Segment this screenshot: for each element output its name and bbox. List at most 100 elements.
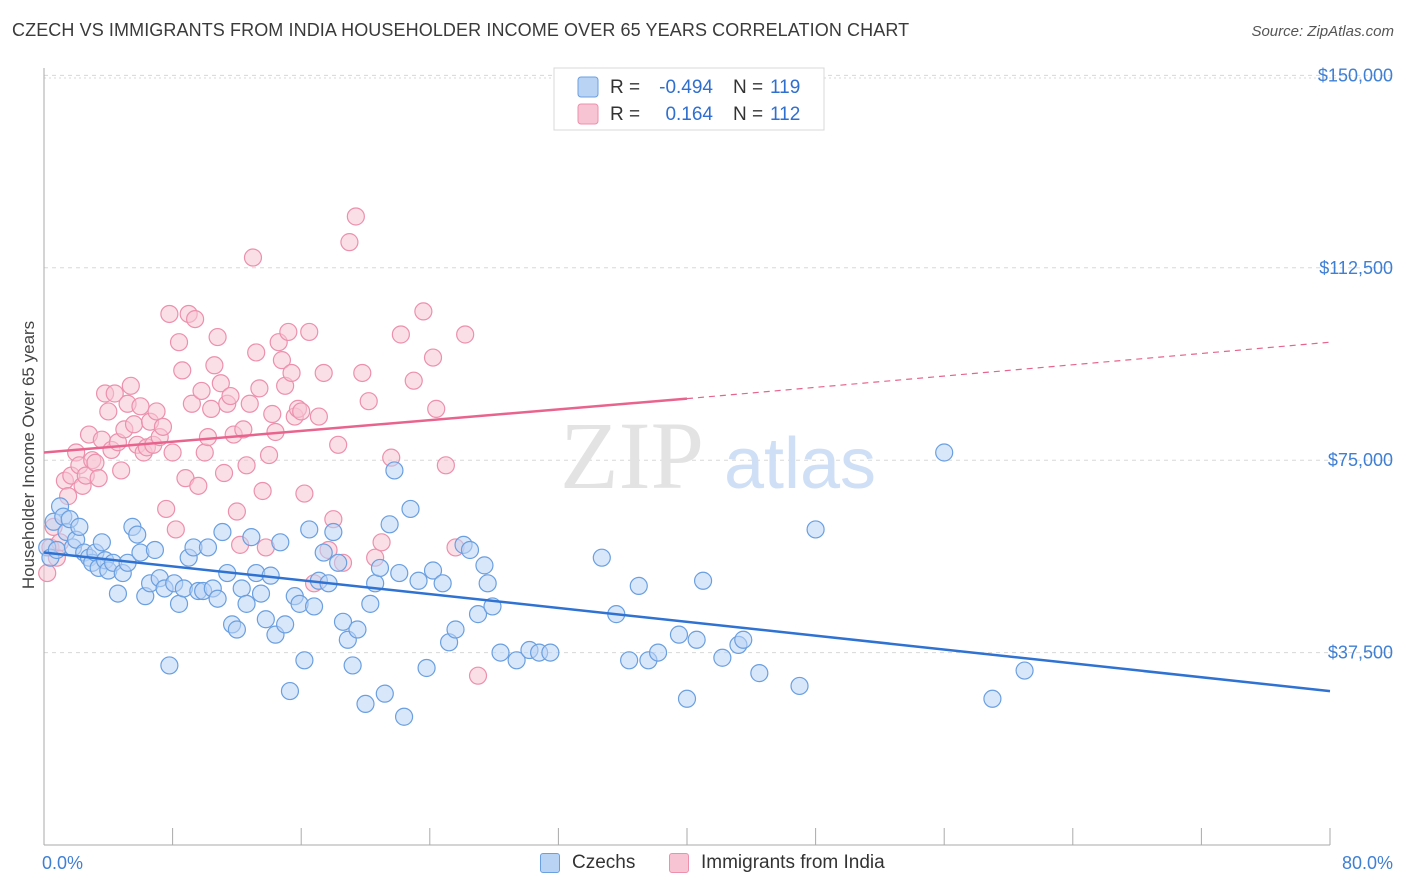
india-point xyxy=(247,343,266,362)
czechs-point xyxy=(370,558,390,578)
czechs-point xyxy=(237,594,256,613)
czechs-point xyxy=(160,656,179,675)
czechs-point xyxy=(145,540,165,560)
india-point xyxy=(329,435,348,454)
india-point xyxy=(182,394,201,413)
czechs-point xyxy=(92,533,111,552)
y-tick-labels: $37,500 $75,000 $112,500 $150,000 xyxy=(1318,65,1393,662)
czechs-point xyxy=(251,584,271,603)
chart-title: CZECH VS IMMIGRANTS FROM INDIA HOUSEHOLD… xyxy=(12,20,910,40)
india-point xyxy=(404,371,423,390)
legend-label-india: Immigrants from India xyxy=(701,852,885,873)
india-point xyxy=(189,476,208,495)
india-point xyxy=(295,484,314,503)
czechs-point xyxy=(460,540,480,560)
czechs-point xyxy=(280,681,300,701)
india-point xyxy=(186,310,205,329)
czechs-point xyxy=(169,594,189,613)
india-point xyxy=(124,415,144,434)
india-point xyxy=(292,402,311,421)
czechs-point xyxy=(380,515,399,534)
czechs-point xyxy=(790,676,809,696)
trend-lines xyxy=(43,341,1331,693)
india-point xyxy=(340,233,359,252)
india-point xyxy=(391,325,410,344)
india-point xyxy=(456,325,475,344)
czechs-point xyxy=(713,648,732,667)
legend-box xyxy=(553,67,825,131)
india-point xyxy=(89,469,108,488)
india-point xyxy=(353,363,372,383)
source-label: Source: ZipAtlas.com xyxy=(1251,23,1394,40)
india-point xyxy=(147,402,166,421)
czechs-point xyxy=(417,658,436,678)
czechs-point xyxy=(433,574,452,593)
czechs-point xyxy=(734,630,753,649)
legend-r-value-czechs: -0.494 xyxy=(659,77,713,98)
czechs-point xyxy=(687,630,706,649)
india-point xyxy=(436,456,455,475)
czechs-point xyxy=(677,689,697,708)
czechs-point xyxy=(213,522,232,542)
india-point xyxy=(166,520,185,539)
czechs-point xyxy=(227,620,246,639)
india-point xyxy=(237,456,256,475)
legend-item-india[interactable]: Immigrants from India xyxy=(669,852,885,874)
india-point xyxy=(211,374,230,393)
czechs-point xyxy=(324,522,343,542)
legend-r-value-india: 0.164 xyxy=(665,104,713,125)
india-point xyxy=(272,351,292,370)
india-point xyxy=(346,207,365,226)
watermark: ZIP atlas xyxy=(560,402,876,509)
czechs-point xyxy=(935,443,954,462)
czechs-point xyxy=(1015,661,1034,680)
legend-label-czechs: Czechs xyxy=(572,852,636,873)
czechs-point xyxy=(295,651,314,670)
india-point xyxy=(263,404,282,424)
india-point xyxy=(38,563,57,583)
y-tick-label: $150,000 xyxy=(1318,65,1393,85)
czechs-point xyxy=(541,643,560,662)
czechs-point xyxy=(361,594,380,613)
india-point xyxy=(157,499,176,519)
gridlines xyxy=(44,74,1394,654)
legend-item-czechs[interactable]: Czechs xyxy=(540,852,635,874)
y-tick-label: $112,500 xyxy=(1319,258,1393,278)
india-point xyxy=(195,443,214,462)
czechs-point xyxy=(333,612,353,631)
czechs-point xyxy=(300,520,319,539)
y-tick-label: $37,500 xyxy=(1328,643,1393,663)
india-point xyxy=(221,386,240,406)
czechs-point xyxy=(343,656,362,675)
czechs-point xyxy=(70,517,89,536)
czechs-point xyxy=(409,571,428,590)
india-point xyxy=(243,248,263,267)
india-point xyxy=(427,399,446,418)
watermark-zip: ZIP xyxy=(560,402,704,509)
legend-bottom: Czechs Immigrants from India xyxy=(0,852,1406,878)
india-point xyxy=(205,356,224,375)
czechs-point xyxy=(47,540,66,560)
legend-swatch-india-bottom xyxy=(669,853,689,873)
czechs-point xyxy=(385,461,404,480)
india-point xyxy=(359,392,378,411)
india-point xyxy=(99,402,118,421)
czechs-point xyxy=(394,707,414,726)
czechs-point xyxy=(648,643,668,662)
legend-top: R = -0.494 N = 119 R = 0.164 N = 112 xyxy=(553,67,825,131)
india-point xyxy=(202,399,221,418)
czechs-point xyxy=(806,520,825,539)
india-point xyxy=(192,381,211,401)
czechs-point xyxy=(208,589,227,608)
x-tick-label: 0.0% xyxy=(42,853,83,873)
czechs-point xyxy=(276,615,295,634)
india-point xyxy=(309,407,328,426)
czechs-point xyxy=(507,651,526,670)
india-point xyxy=(414,302,433,321)
india-point xyxy=(173,361,192,380)
czechs-point xyxy=(256,610,275,629)
india-point xyxy=(300,322,319,342)
watermark-atlas: atlas xyxy=(724,424,876,504)
czechs-point xyxy=(329,553,348,572)
